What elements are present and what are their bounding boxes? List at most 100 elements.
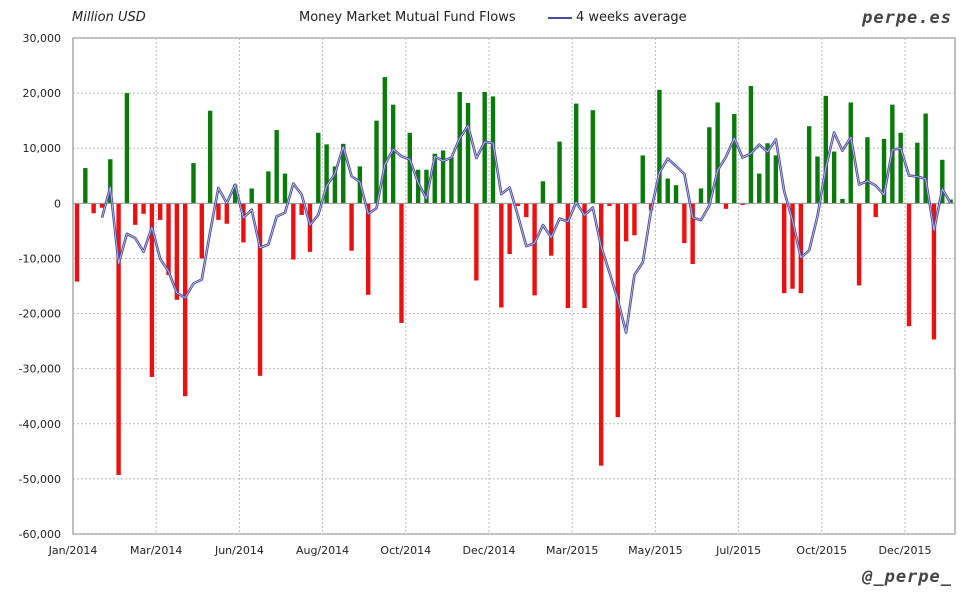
bar: [856, 203, 862, 286]
bar: [174, 203, 180, 300]
bar: [390, 104, 396, 204]
bar: [823, 95, 828, 204]
bar: [440, 150, 446, 204]
bar: [316, 132, 321, 204]
bar: [166, 203, 171, 275]
bar: [249, 188, 254, 204]
bar: [74, 203, 80, 282]
bar: [465, 103, 471, 204]
bar: [840, 198, 845, 204]
bar: [374, 120, 379, 204]
bar: [565, 203, 571, 309]
bar: [590, 110, 596, 204]
plot-frame: [72, 37, 956, 535]
bar: [499, 203, 504, 308]
bar: [507, 203, 512, 255]
bar: [299, 203, 304, 215]
bar: [457, 92, 462, 204]
bar: [415, 169, 421, 204]
bar: [657, 89, 662, 204]
legend-line-icon: [548, 16, 572, 19]
bar: [257, 203, 263, 376]
bar: [598, 203, 604, 466]
bar: [848, 102, 853, 204]
bar: [723, 203, 729, 209]
bar: [923, 113, 928, 204]
bar: [881, 138, 887, 204]
y-tick-label: -20,000: [19, 308, 61, 321]
bar: [815, 156, 820, 204]
bar: [698, 188, 704, 204]
bar: [133, 203, 138, 225]
bar: [632, 203, 637, 236]
bar: [673, 185, 679, 204]
bar: [798, 203, 804, 294]
bar: [116, 203, 121, 476]
legend: 4 weeks average: [548, 10, 687, 25]
bar: [341, 143, 346, 204]
bar: [141, 203, 146, 214]
bar: [915, 142, 920, 204]
bar: [773, 155, 779, 204]
bar: [407, 132, 412, 204]
bar: [690, 203, 695, 264]
bar: [366, 203, 371, 295]
bar: [216, 203, 221, 220]
bar: [241, 203, 246, 243]
x-tick-label: Oct/2014: [380, 544, 431, 557]
bar: [432, 153, 437, 204]
bar: [158, 203, 163, 220]
y-tick-label: -10,000: [19, 252, 61, 265]
bar: [831, 151, 837, 204]
y-tick-label: 20,000: [23, 87, 62, 100]
x-tick-label: Jan/2014: [48, 544, 98, 557]
bar: [640, 155, 645, 204]
bar: [399, 203, 404, 323]
twitter-handle: @_perpe_: [862, 567, 952, 587]
bar: [940, 159, 945, 204]
bar: [715, 102, 720, 204]
bar: [332, 166, 338, 204]
x-tick-label: Mar/2014: [130, 544, 182, 557]
bar: [765, 143, 770, 204]
bar: [748, 85, 754, 204]
bar: [540, 181, 546, 204]
x-tick-label: Aug/2014: [296, 544, 349, 557]
legend-label: 4 weeks average: [576, 10, 687, 25]
bar: [382, 77, 388, 204]
bar: [124, 93, 130, 204]
bar: [224, 203, 229, 224]
bar: [424, 169, 429, 204]
y-tick-label: 10,000: [23, 142, 62, 155]
bar: [873, 203, 878, 218]
bar: [607, 203, 612, 207]
bar: [191, 163, 196, 204]
x-tick-label: Dec/2014: [463, 544, 516, 557]
bar: [349, 203, 354, 251]
bar: [199, 203, 204, 259]
y-tick-label: -50,000: [19, 473, 61, 486]
bar: [532, 203, 537, 296]
bar: [108, 159, 113, 204]
bar: [524, 203, 529, 218]
bar: [682, 203, 687, 244]
bar: [623, 203, 629, 242]
bar: [149, 203, 155, 377]
x-tick-label: Jul/2015: [715, 544, 761, 557]
bar: [474, 203, 479, 281]
x-tick-label: Dec/2015: [879, 544, 932, 557]
bar: [291, 203, 296, 260]
y-axis-unit: Million USD: [72, 10, 146, 25]
bar: [266, 171, 271, 204]
bar: [898, 132, 903, 204]
bar: [232, 184, 238, 204]
bar: [790, 203, 795, 289]
y-tick-label: -60,000: [19, 528, 61, 541]
bar: [931, 203, 937, 340]
bar: [182, 203, 188, 397]
bar: [282, 173, 288, 204]
average-line-inner: [101, 125, 951, 334]
bar: [324, 144, 329, 204]
bar: [740, 203, 745, 205]
